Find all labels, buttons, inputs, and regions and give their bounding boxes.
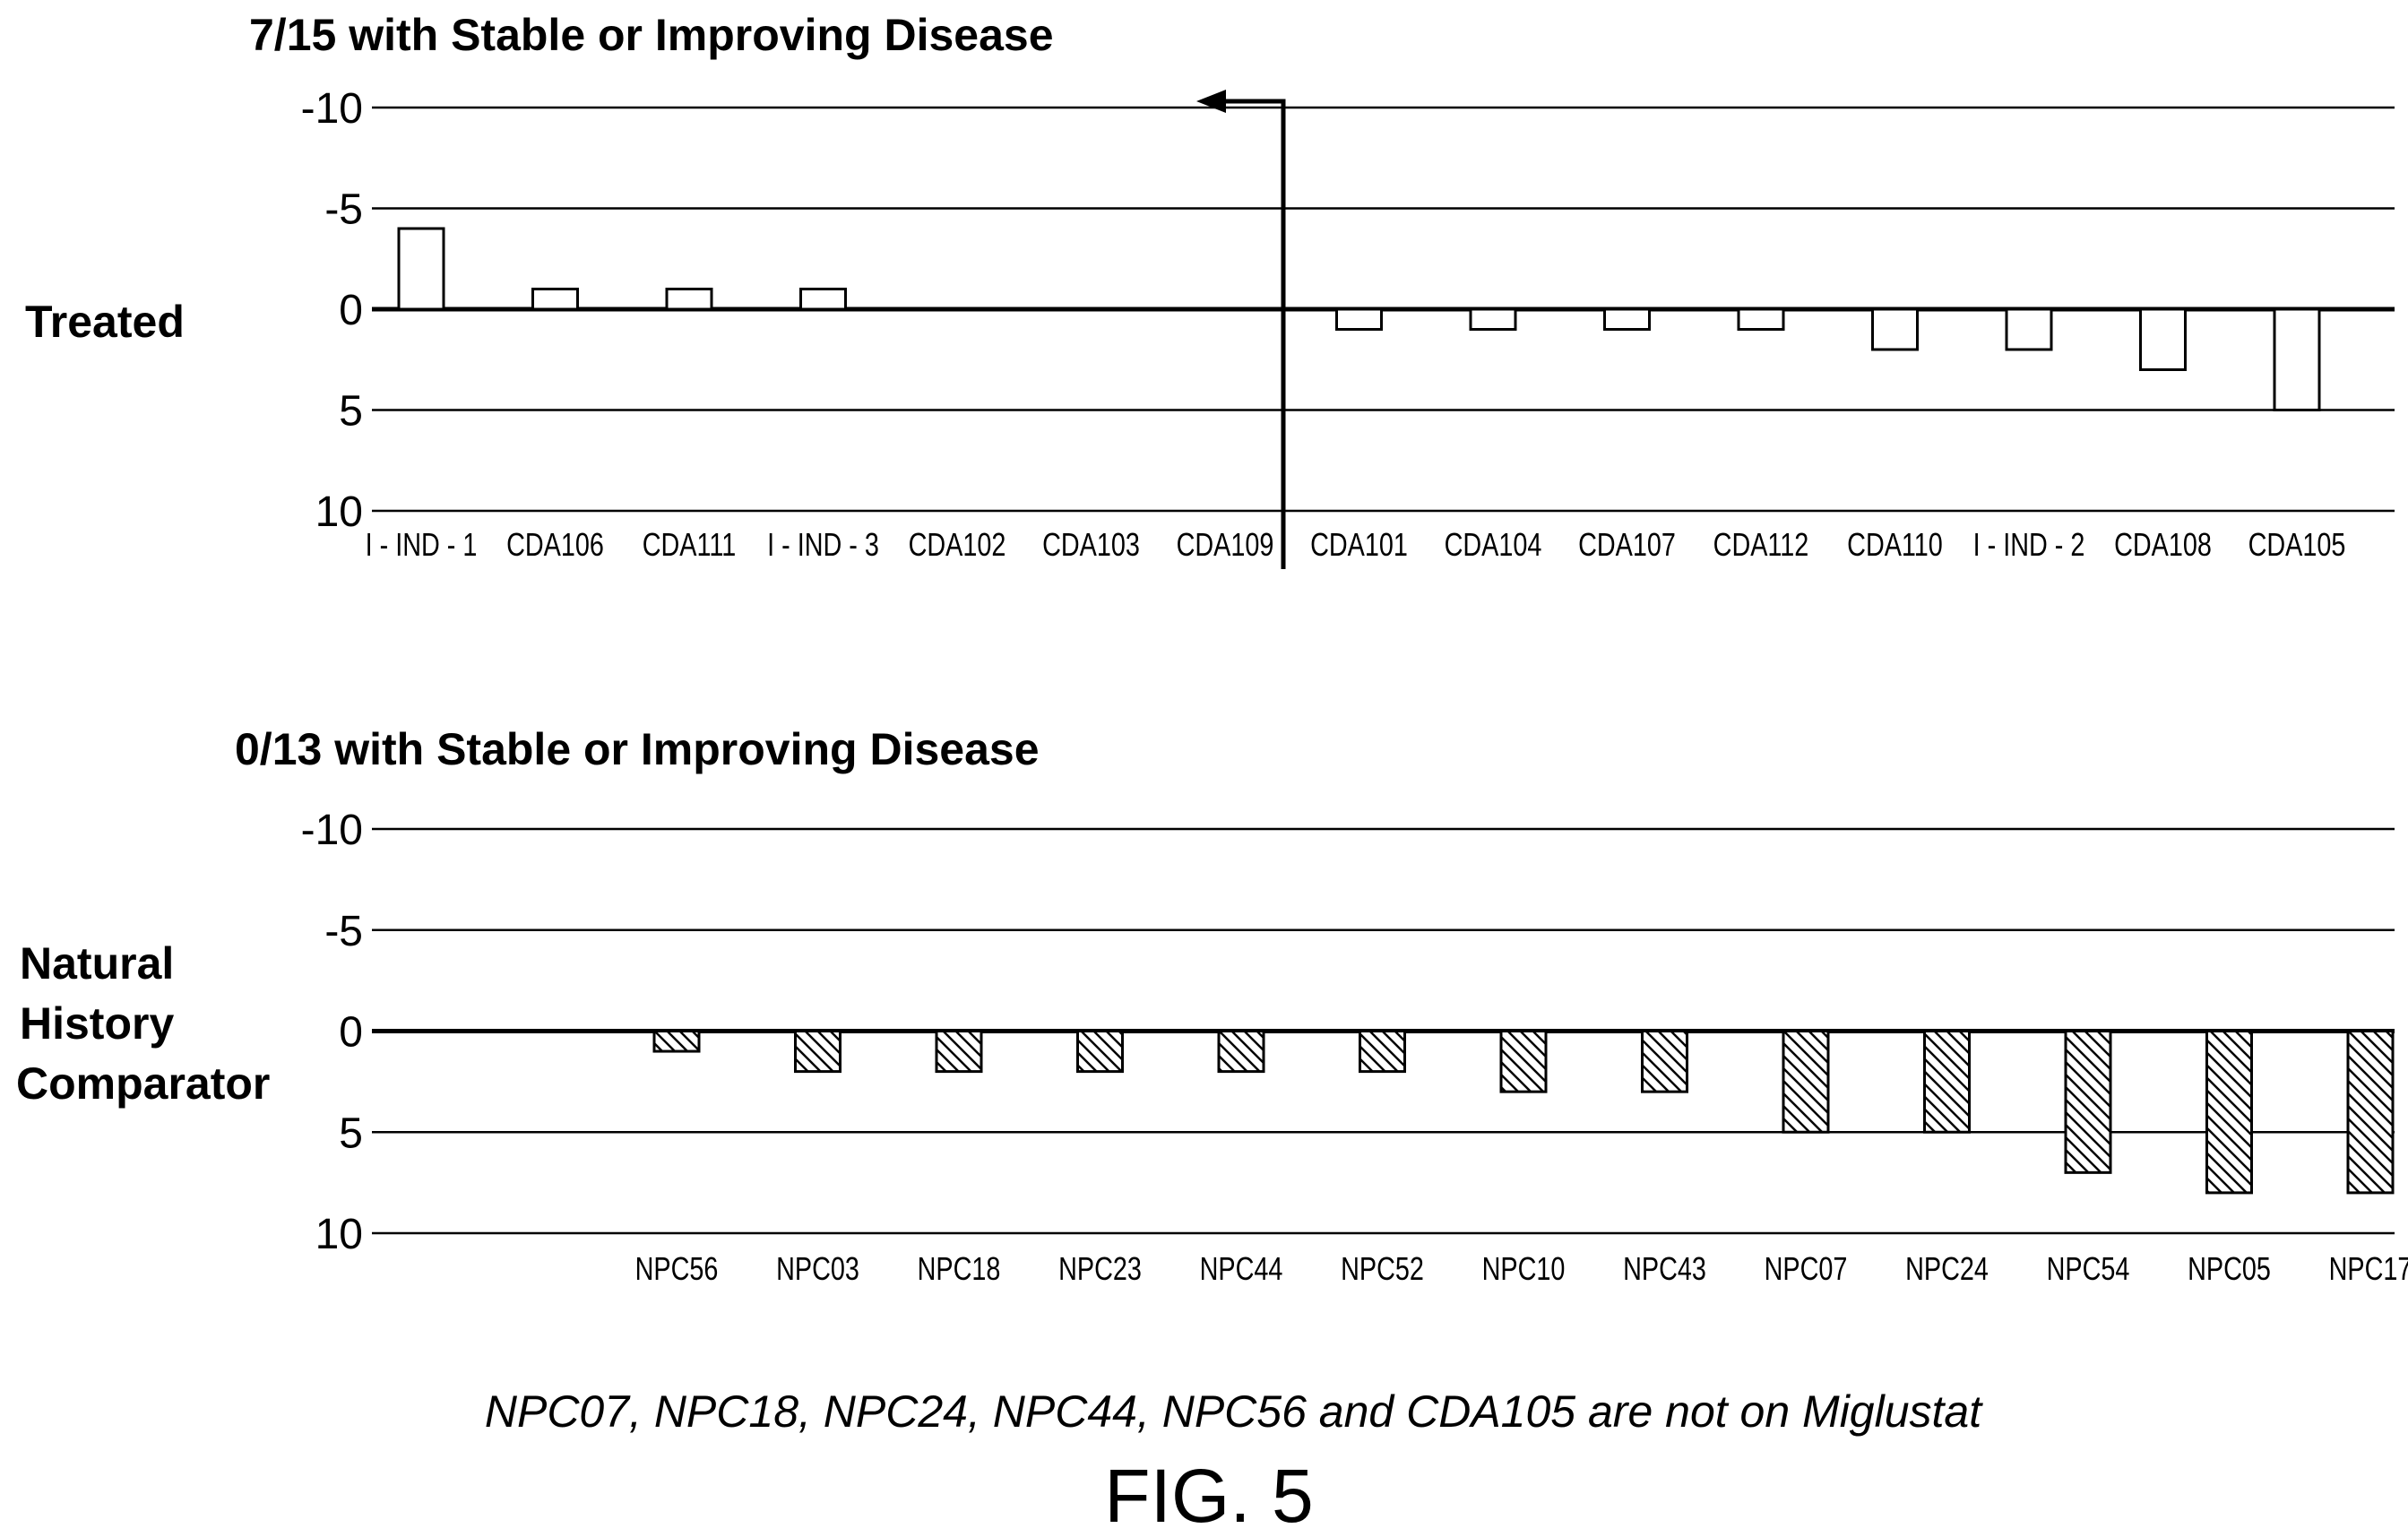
- treated-bar-i-ind-2: [2005, 307, 2053, 351]
- arrow-head-icon: [1196, 90, 1226, 113]
- treated-category-label: I - IND - 3: [767, 526, 879, 563]
- natural-category-label: NPC17: [2329, 1250, 2408, 1287]
- treated-category-label: I - IND - 1: [366, 526, 478, 563]
- natural-y-tick-label: -5: [324, 908, 363, 955]
- treated-category-label: CDA108: [2114, 526, 2212, 563]
- natural-bar-npc18: [935, 1030, 983, 1074]
- treated-bar-cda108: [2139, 307, 2187, 371]
- footnote: NPC07, NPC18, NPC24, NPC44, NPC56 and CD…: [485, 1386, 1983, 1437]
- natural-category-label: NPC52: [1341, 1250, 1424, 1287]
- treated-category-label: CDA102: [909, 526, 1006, 563]
- treated-y-tick-label: 10: [315, 488, 363, 536]
- natural-row-label-line3: Comparator: [16, 1058, 270, 1109]
- natural-y-tick-label: 5: [339, 1110, 363, 1157]
- treated-row-label: Treated: [25, 297, 185, 347]
- treated-category-label: CDA112: [1713, 526, 1809, 563]
- natural-bars: [652, 1030, 2395, 1195]
- treated-category-label: CDA101: [1310, 526, 1408, 563]
- figure-label: FIG. 5: [1104, 1454, 1313, 1537]
- treated-category-label: I - IND - 2: [1973, 526, 2085, 563]
- natural-bar-npc52: [1359, 1030, 1406, 1074]
- treated-bar-cda111: [665, 288, 713, 311]
- natural-category-labels: NPC56 NPC03 NPC18 NPC23 NPC44 NPC52 NPC10 NPC43…: [635, 1250, 2408, 1287]
- treated-bar-i-ind-1: [397, 227, 445, 311]
- treated-bar-cda106: [531, 288, 579, 311]
- natural-category-label: NPC05: [2188, 1250, 2271, 1287]
- natural-category-label: NPC54: [2047, 1250, 2130, 1287]
- natural-bar-npc24: [1923, 1030, 1971, 1134]
- divider-arrow-line: [1221, 99, 1286, 569]
- natural-category-label: NPC43: [1623, 1250, 1706, 1287]
- treated-category-label: CDA110: [1847, 526, 1943, 563]
- treated-chart-title: 7/15 with Stable or Improving Disease: [249, 10, 1054, 60]
- natural-bar-npc44: [1217, 1030, 1265, 1074]
- natural-history-panel: 0/13 with Stable or Improving Disease Na…: [16, 724, 2408, 1287]
- treated-category-labels: I - IND - 1 CDA106 CDA111 I - IND - 3 CDA102…: [366, 526, 2346, 563]
- natural-category-label: NPC18: [918, 1250, 1001, 1287]
- natural-y-tick-label: 0: [339, 1009, 363, 1057]
- treated-category-label: CDA111: [643, 526, 737, 563]
- treated-bar-cda104: [1469, 307, 1517, 331]
- natural-bar-npc17: [2346, 1030, 2395, 1195]
- natural-row-label-line2: History: [20, 998, 174, 1049]
- natural-bar-npc03: [794, 1030, 842, 1074]
- natural-category-label: NPC24: [1905, 1250, 1989, 1287]
- treated-category-label: CDA109: [1177, 526, 1274, 563]
- natural-bar-npc43: [1641, 1030, 1688, 1093]
- treated-y-tick-label: 0: [339, 287, 363, 334]
- natural-bar-npc54: [2064, 1030, 2112, 1174]
- divider-annotation: [1196, 90, 1286, 569]
- treated-bar-cda110: [1871, 307, 1919, 351]
- treated-bar-cda105: [2273, 307, 2321, 411]
- treated-bars: [397, 227, 2321, 411]
- treated-y-tick-label: 5: [339, 388, 363, 436]
- treated-category-label: CDA103: [1042, 526, 1140, 563]
- natural-category-label: NPC56: [635, 1250, 719, 1287]
- treated-bar-cda101: [1335, 307, 1383, 331]
- natural-category-label: NPC23: [1058, 1250, 1142, 1287]
- natural-bar-npc05: [2205, 1030, 2253, 1195]
- natural-bar-npc07: [1782, 1030, 1830, 1134]
- treated-panel: 7/15 with Stable or Improving Disease Tr…: [25, 10, 2395, 569]
- natural-category-label: NPC10: [1482, 1250, 1566, 1287]
- natural-bar-npc10: [1499, 1030, 1548, 1093]
- treated-y-tick-label: -5: [324, 186, 363, 234]
- treated-category-label: CDA105: [2248, 526, 2346, 563]
- treated-y-tick-label: -10: [301, 85, 363, 133]
- treated-category-label: CDA107: [1578, 526, 1676, 563]
- natural-row-label-line1: Natural: [20, 938, 174, 989]
- natural-y-tick-label: 10: [315, 1211, 363, 1258]
- natural-y-tick-label: -10: [301, 807, 363, 854]
- treated-category-label: CDA106: [506, 526, 604, 563]
- natural-bar-npc23: [1076, 1030, 1124, 1074]
- natural-category-label: NPC07: [1765, 1250, 1848, 1287]
- natural-category-label: NPC03: [776, 1250, 859, 1287]
- treated-bar-cda107: [1603, 307, 1651, 331]
- natural-chart-title: 0/13 with Stable or Improving Disease: [235, 724, 1040, 774]
- treated-axes: -10 -5 0 5 10: [301, 85, 2395, 536]
- treated-bar-cda112: [1737, 307, 1785, 331]
- natural-category-label: NPC44: [1200, 1250, 1283, 1287]
- treated-bar-i-ind-3: [799, 288, 847, 311]
- natural-bar-npc56: [652, 1030, 701, 1053]
- treated-category-label: CDA104: [1445, 526, 1542, 563]
